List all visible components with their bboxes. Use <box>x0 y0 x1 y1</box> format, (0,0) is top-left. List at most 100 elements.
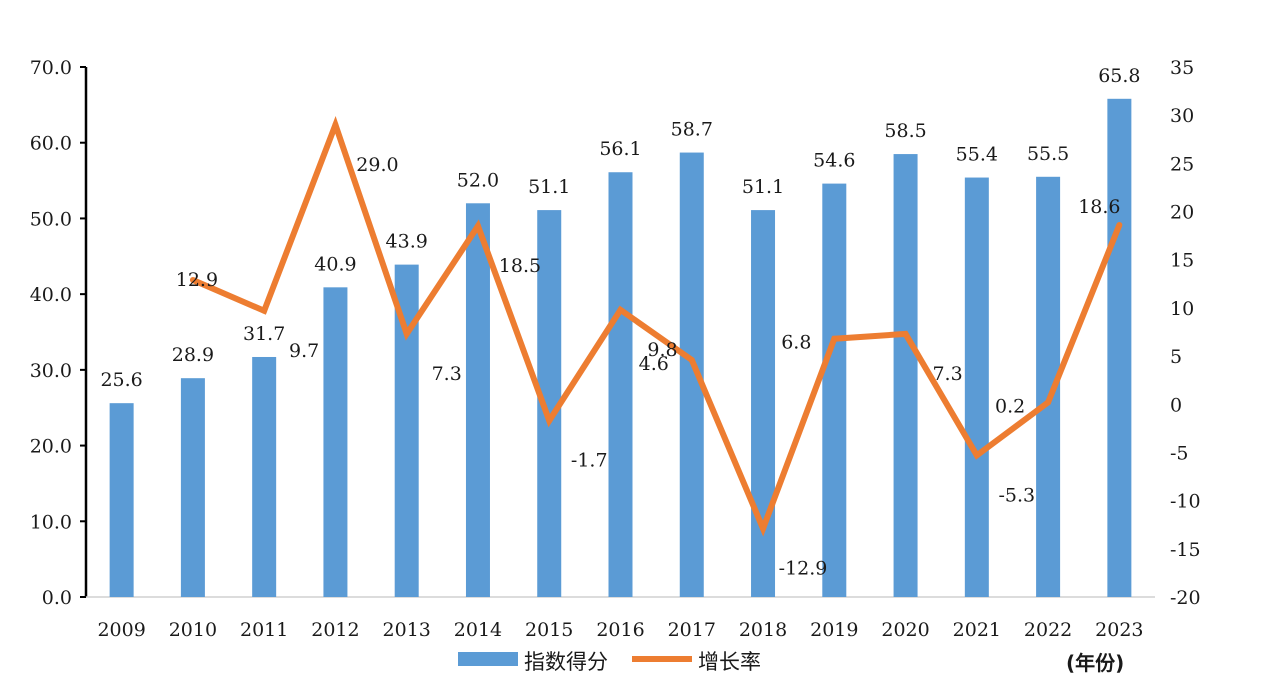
legend: 指数得分 增长率 <box>458 650 761 674</box>
line-series <box>189 116 1123 537</box>
x-tick-label: 2017 <box>668 619 716 641</box>
y-left-tick-label: 20.0 <box>30 436 72 458</box>
x-tick-label: 2014 <box>454 619 502 641</box>
y-right-tick-label: 10 <box>1170 298 1194 320</box>
y-left-tick-label: 30.0 <box>30 360 72 382</box>
line-point-2011 <box>261 307 268 314</box>
x-tick-label: 2015 <box>525 619 573 641</box>
line-point-2017 <box>688 356 695 363</box>
axes-group: 0.0 10.0 20.0 30.0 40.0 50.0 60.0 70.0 -20 -15 -10… <box>30 57 1201 641</box>
line-value-label: 7.3 <box>432 363 462 385</box>
y-right-tick-label: 15 <box>1170 250 1194 272</box>
line-point-2014 <box>474 223 481 229</box>
line-value-label: 6.8 <box>781 332 811 354</box>
bar-value-label: 55.4 <box>956 144 998 166</box>
line-point-2010 <box>189 276 196 283</box>
bar-value-label: 43.9 <box>386 231 428 253</box>
line-point-2021 <box>973 452 980 459</box>
x-tick-label: 2023 <box>1095 619 1143 641</box>
bar-2014 <box>465 203 490 598</box>
y-left-tick-label: 40.0 <box>30 284 72 306</box>
line-value-label: 9.7 <box>289 340 319 362</box>
bar-2010 <box>180 378 205 597</box>
line-point-2022 <box>1045 399 1052 406</box>
bar-value-label: 51.1 <box>742 176 784 198</box>
line-value-label: -5.3 <box>999 484 1036 506</box>
x-tick-label: 2021 <box>953 619 1001 641</box>
legend-label-bar: 指数得分 <box>524 650 608 674</box>
x-tick-label: 2018 <box>739 619 787 641</box>
y-right-tick-label: 5 <box>1170 346 1182 368</box>
bar-value-label: 51.1 <box>528 176 570 198</box>
y-right-tick-label: 20 <box>1170 202 1194 224</box>
bar-2011 <box>252 356 277 597</box>
data-labels: 25.6 28.9 31.7 40.9 43.9 52.0 51.1 56.1 58.7 51.1… <box>100 65 1140 580</box>
y-right-tick-label: 30 <box>1170 105 1194 127</box>
y-right-tick-label: -10 <box>1170 491 1201 513</box>
line-value-label: 12.9 <box>176 269 218 291</box>
bar-2012 <box>323 287 348 597</box>
line-point-2023 <box>1116 222 1123 229</box>
line-value-label: -1.7 <box>571 450 608 472</box>
line-point-2020 <box>902 330 909 337</box>
bar-2019 <box>822 183 847 597</box>
x-axis-unit-label: (年份) <box>1066 651 1124 675</box>
line-point-2012 <box>332 121 339 128</box>
x-tick-label: 2022 <box>1024 619 1072 641</box>
bar-2023 <box>1107 98 1132 598</box>
bar-value-label: 65.8 <box>1098 65 1140 87</box>
bar-2009 <box>109 403 134 597</box>
line-value-label: 29.0 <box>356 154 398 176</box>
growth-rate-line <box>191 116 1123 537</box>
bar-series <box>109 98 1132 598</box>
x-tick-label: 2013 <box>383 619 431 641</box>
line-value-label: 0.2 <box>995 395 1025 417</box>
bar-value-label: 54.6 <box>813 150 855 172</box>
bar-2020 <box>893 154 918 598</box>
y-left-tick-label: 50.0 <box>30 208 72 230</box>
y-left-tick-label: 10.0 <box>30 511 72 533</box>
x-tick-label: 2012 <box>311 619 359 641</box>
bar-value-label: 28.9 <box>172 344 214 366</box>
x-tick-label: 2011 <box>240 619 288 641</box>
x-tick-label: 2009 <box>97 619 145 641</box>
legend-label-line: 增长率 <box>698 650 761 674</box>
y-left-tick-label: 60.0 <box>30 133 72 155</box>
bar-value-label: 52.0 <box>457 169 499 191</box>
line-value-label: 9.8 <box>647 339 677 361</box>
y-right-tick-label: -5 <box>1170 442 1189 464</box>
bar-value-label: 25.6 <box>100 369 142 391</box>
line-value-label: 18.5 <box>499 255 541 277</box>
x-tick-label: 2010 <box>169 619 217 641</box>
bar-2018 <box>751 210 776 597</box>
line-value-label: 4.6 <box>639 353 669 375</box>
bar-value-label: 58.5 <box>884 120 926 142</box>
bar-2016 <box>608 172 633 597</box>
bar-value-label: 40.9 <box>314 253 356 275</box>
y-right-tick-label: 35 <box>1170 57 1194 79</box>
x-tick-label: 2020 <box>881 619 929 641</box>
line-point-2016 <box>617 306 624 313</box>
line-point-2019 <box>831 335 838 342</box>
y-right-tick-label: 0 <box>1170 394 1182 416</box>
line-point-2018 <box>760 525 767 532</box>
line-value-label: -12.9 <box>779 558 828 580</box>
legend-swatch-bar <box>458 652 518 666</box>
x-tick-label: 2016 <box>596 619 644 641</box>
y-left-tick-label: 0.0 <box>42 587 72 609</box>
bar-value-label: 56.1 <box>599 138 641 160</box>
y-right-tick-label: -20 <box>1170 587 1201 609</box>
bar-value-label: 31.7 <box>243 323 285 345</box>
x-tick-label: 2019 <box>810 619 858 641</box>
y-right-tick-label: -15 <box>1170 539 1201 561</box>
bar-value-label: 58.7 <box>671 119 713 141</box>
line-value-label: 7.3 <box>932 363 962 385</box>
line-point-2015 <box>546 417 553 424</box>
line-point-2013 <box>403 330 410 337</box>
line-value-label: 18.6 <box>1078 196 1120 218</box>
bar-2021 <box>964 177 989 598</box>
bar-value-label: 55.5 <box>1027 143 1069 165</box>
y-right-tick-label: 25 <box>1170 153 1194 175</box>
